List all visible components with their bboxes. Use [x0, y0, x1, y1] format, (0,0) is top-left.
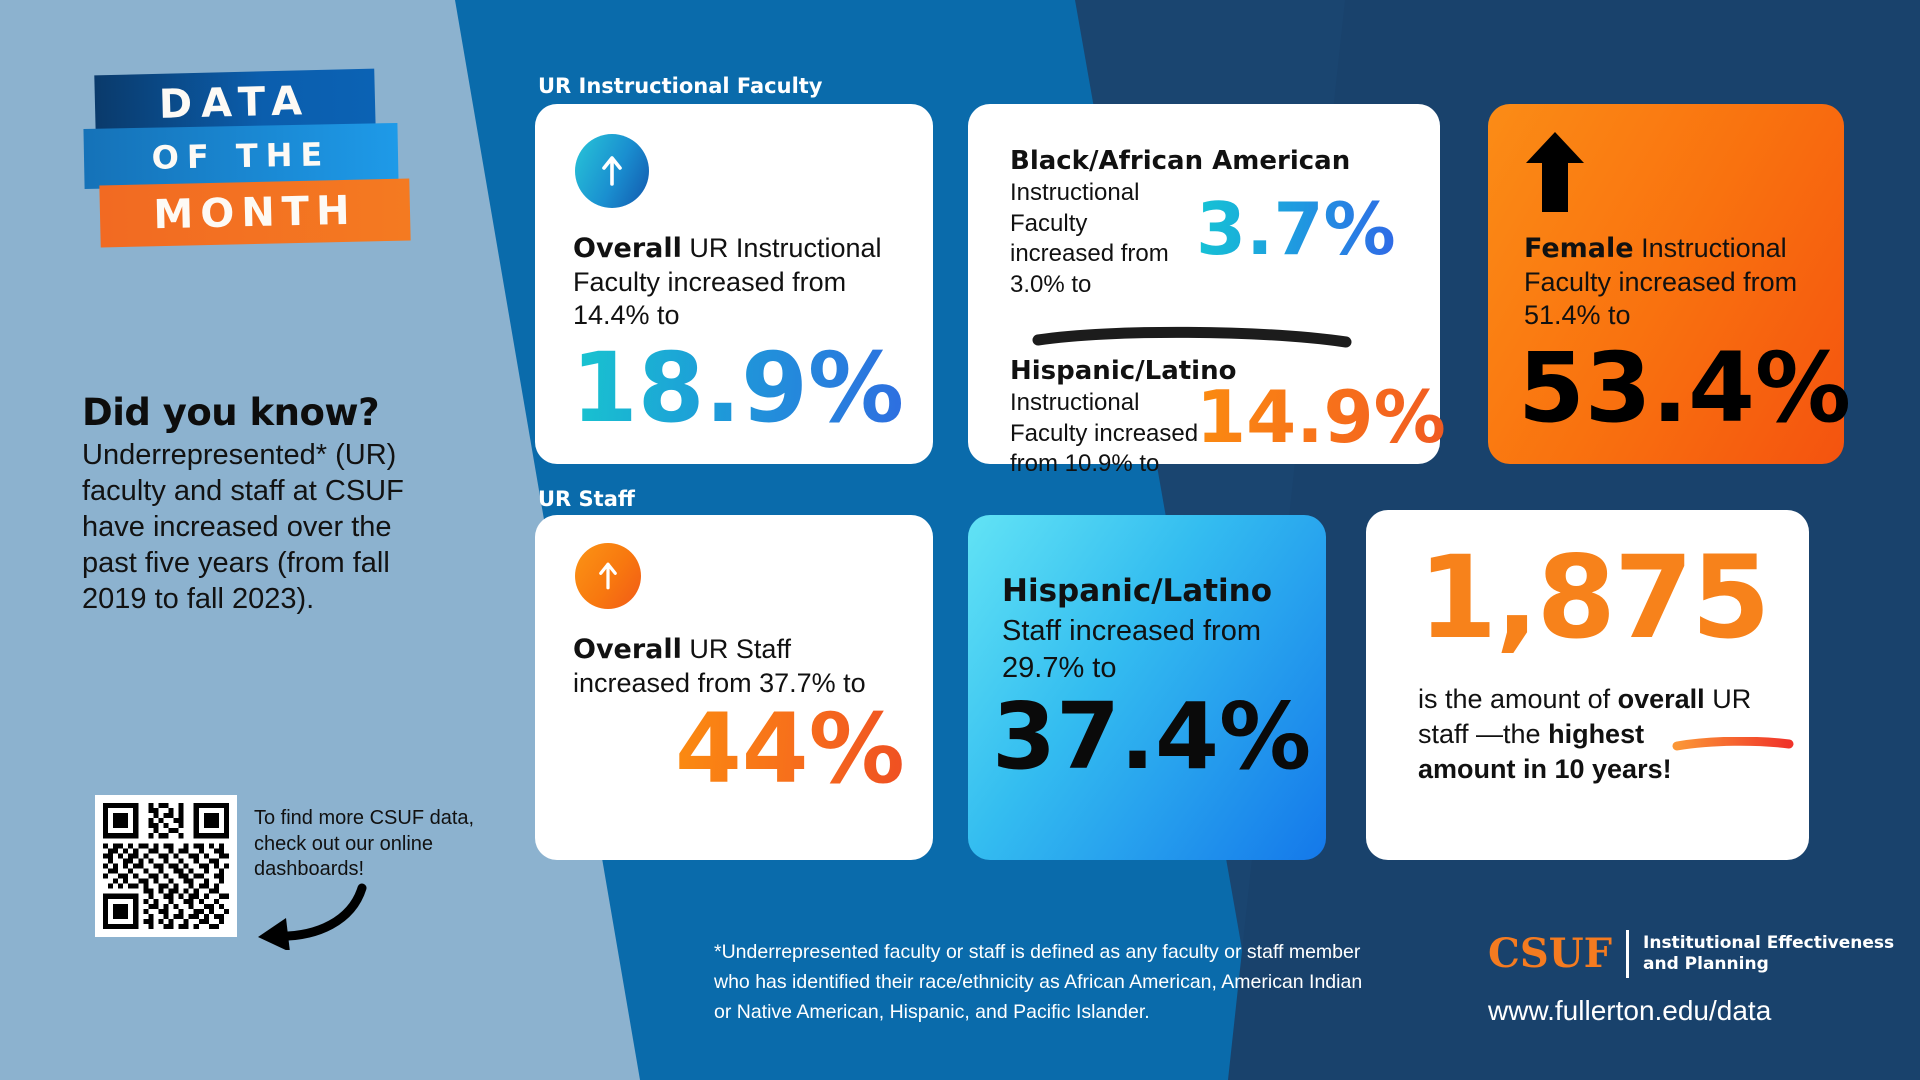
card-faculty-overall-value: 18.9%: [571, 332, 905, 444]
card-black-faculty-value: 3.7%: [1196, 187, 1396, 271]
card-female-faculty-value: 53.4%: [1518, 332, 1852, 444]
total-staff-bold-overall: overall: [1617, 684, 1705, 714]
section-label-staff: UR Staff: [538, 487, 635, 511]
total-staff-text-2: UR staff —the: [1418, 684, 1752, 750]
total-staff-bold-amount: amount in 10 years!: [1418, 754, 1672, 785]
section-label-faculty: UR Instructional Faculty: [538, 74, 823, 98]
total-staff-bold-highest: highest: [1548, 719, 1645, 750]
did-you-know-heading: Did you know?: [82, 391, 380, 434]
card-hispanic-faculty-value: 14.9%: [1196, 375, 1446, 459]
card-hispanic-staff-text: Staff increased from 29.7% to: [1002, 615, 1261, 684]
card-black-faculty-title: Black/African American: [1010, 146, 1351, 176]
card-hispanic-faculty-title: Hispanic/Latino: [1010, 356, 1237, 386]
logo-sub-line-1: Institutional Effectiveness: [1643, 933, 1895, 954]
total-staff-text-1: is the amount of: [1418, 684, 1618, 714]
website-url[interactable]: www.fullerton.edu/data: [1488, 995, 1772, 1026]
card-female-faculty: Female Instructional Faculty increased f…: [1488, 104, 1851, 464]
arrow-up-icon: [1526, 132, 1584, 212]
arrow-up-circle-icon: [575, 543, 641, 609]
logo-sub-line-2: and Planning: [1643, 954, 1769, 974]
card-staff-overall-value: 44%: [675, 693, 905, 805]
card-black-faculty-text: Instructional Faculty increased from 3.0…: [1010, 179, 1169, 299]
card-staff-overall-lead: Overall: [573, 634, 682, 665]
card-hispanic-faculty-text: Instructional Faculty increased from 10.…: [1010, 389, 1199, 478]
qr-code-image: [103, 803, 229, 929]
card-total-ur-staff-text: is the amount of overall UR staff —the h…: [1418, 682, 1778, 787]
qr-code-caption: To find more CSUF data, check out our on…: [254, 807, 475, 881]
did-you-know-body: Underrepresented* (UR) faculty and staff…: [82, 439, 404, 615]
arrow-up-circle-icon: [575, 134, 649, 208]
card-staff-overall-body: UR Staff increased from 37.7% to: [573, 634, 866, 698]
footnote: *Underrepresented faculty or staff is de…: [714, 941, 1363, 1024]
card-faculty-overall: Overall UR Instructional Faculty increas…: [535, 104, 933, 464]
card-faculty-overall-body: UR Instructional Faculty increased from …: [573, 233, 882, 330]
highlight-underline-icon: [1672, 737, 1794, 751]
csuf-wordmark: CSUF: [1488, 930, 1613, 977]
card-female-faculty-body: Instructional Faculty increased from 51.…: [1524, 233, 1798, 330]
card-female-faculty-text: Female Instructional Faculty increased f…: [1524, 232, 1824, 332]
card-total-ur-staff-value: 1,875: [1418, 531, 1771, 664]
logo-divider: [1626, 930, 1630, 978]
title-banner: DATA OF THE MONTH: [83, 68, 424, 262]
csuf-logo: CSUF Institutional Effectiveness and Pla…: [1488, 930, 1894, 978]
csuf-logo-subtitle: Institutional Effectiveness and Planning: [1643, 933, 1894, 974]
card-hispanic-staff: Hispanic/Latino Staff increased from 29.…: [968, 515, 1326, 860]
card-staff-overall-text: Overall UR Staff increased from 37.7% to: [573, 633, 903, 700]
title-bar-month: MONTH: [99, 178, 411, 248]
card-hispanic-staff-title: Hispanic/Latino: [1002, 573, 1273, 609]
card-hispanic-staff-value: 37.4%: [992, 683, 1312, 790]
card-faculty-overall-text: Overall UR Instructional Faculty increas…: [573, 232, 918, 332]
qr-code[interactable]: [95, 795, 237, 937]
card-faculty-overall-lead: Overall: [573, 233, 682, 264]
curved-arrow-icon: [258, 883, 367, 950]
card-ethnicity-faculty: Black/African American Instructional Fac…: [968, 104, 1446, 477]
hand-drawn-divider-icon: [1032, 326, 1352, 348]
card-staff-overall: Overall UR Staff increased from 37.7% to…: [535, 515, 933, 860]
card-female-faculty-lead: Female: [1524, 233, 1634, 264]
card-total-ur-staff: 1,875 is the amount of overall UR staff …: [1366, 510, 1809, 860]
